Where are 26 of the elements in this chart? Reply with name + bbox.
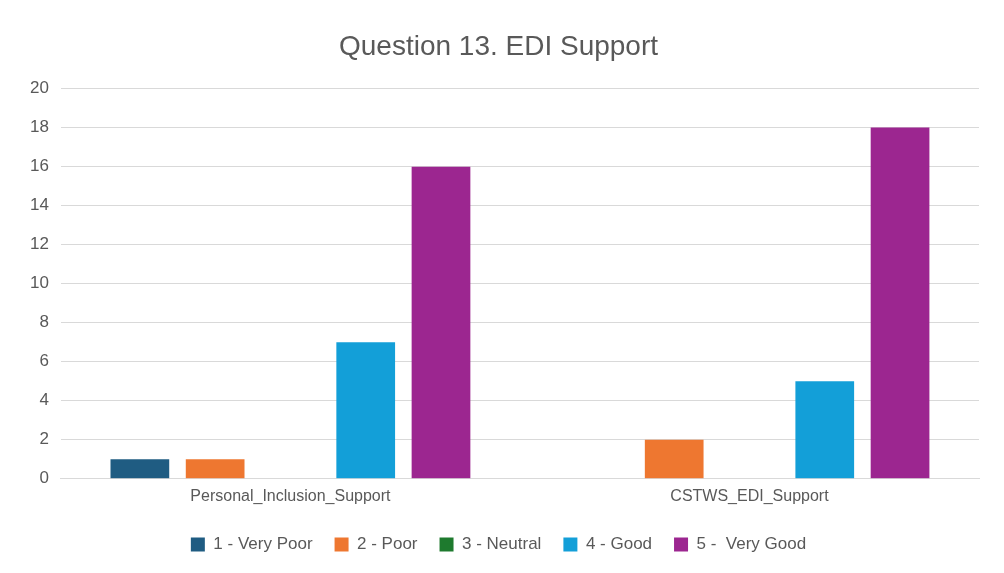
legend-label: 5 - Very Good	[696, 534, 807, 554]
y-tick-label: 4	[39, 390, 49, 410]
bar	[795, 381, 855, 479]
y-tick-label: 20	[29, 78, 49, 98]
legend-label: 3 - Neutral	[462, 534, 542, 554]
legend-label: 1 - Very Poor	[213, 534, 313, 554]
y-tick-label: 2	[39, 429, 49, 449]
bar	[110, 459, 170, 479]
bar	[870, 127, 930, 479]
legend-label: 4 - Good	[585, 534, 653, 554]
legend-label: 2 - Poor	[357, 534, 418, 554]
y-tick-label: 18	[29, 117, 49, 137]
x-tick-label: Personal_Inclusion_Support	[190, 486, 392, 505]
x-tick-label: CSTWS_EDI_Support	[670, 486, 830, 505]
bar	[411, 166, 471, 479]
y-tick-label: 0	[39, 468, 49, 488]
bar	[185, 459, 245, 479]
y-tick-label: 12	[29, 234, 49, 254]
y-tick-label: 16	[29, 156, 49, 176]
chart-title: Question 13. EDI Support	[338, 29, 659, 61]
y-tick-label: 14	[29, 195, 49, 215]
bar	[644, 439, 704, 479]
y-tick-label: 8	[39, 312, 49, 332]
bar	[336, 342, 396, 479]
y-tick-label: 10	[29, 273, 49, 293]
y-tick-label: 6	[39, 351, 49, 371]
